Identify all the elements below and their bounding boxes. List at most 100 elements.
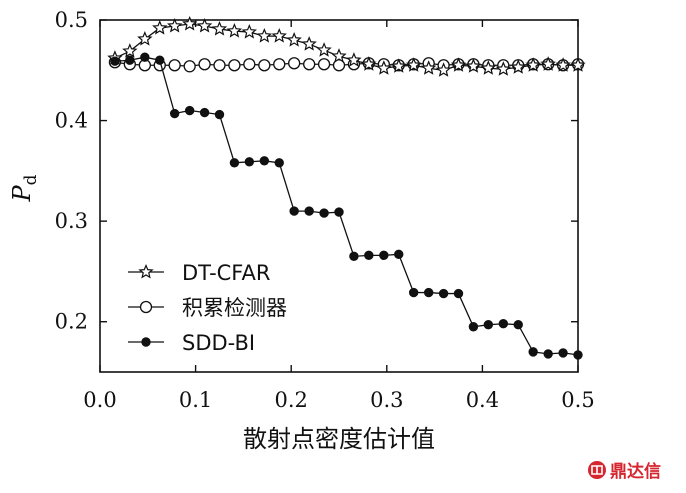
legend-marker bbox=[139, 300, 153, 314]
data-point bbox=[379, 250, 389, 261]
legend-item-3: SDD-BI bbox=[128, 331, 255, 355]
series-1 bbox=[107, 15, 586, 77]
data-point bbox=[303, 58, 316, 71]
x-tick-label: 0.1 bbox=[179, 388, 212, 412]
data-point bbox=[152, 19, 168, 35]
data-point bbox=[361, 56, 377, 71]
y-axis-title-subscript: d bbox=[21, 174, 41, 185]
x-tick-label: 0.5 bbox=[561, 388, 594, 412]
data-point bbox=[169, 108, 180, 119]
data-point bbox=[183, 60, 196, 73]
data-point bbox=[155, 55, 165, 65]
data-point bbox=[184, 105, 195, 116]
data-point bbox=[423, 287, 434, 298]
data-point bbox=[376, 60, 392, 75]
data-point bbox=[271, 28, 287, 43]
svg-text:Pd: Pd bbox=[8, 174, 41, 202]
x-tick-label: 0.4 bbox=[466, 388, 499, 412]
data-point bbox=[198, 58, 211, 71]
legend-item-1: DT-CFAR bbox=[128, 261, 270, 285]
data-point bbox=[182, 15, 198, 31]
series-3 bbox=[110, 52, 583, 360]
series-2 bbox=[108, 56, 585, 73]
data-point bbox=[168, 59, 181, 72]
data-point bbox=[316, 42, 332, 57]
data-point bbox=[468, 322, 479, 332]
watermark-badge-glyph bbox=[591, 465, 603, 475]
ticks-layer: 0.0 0.1 0.2 0.3 0.4 0.5 0.2 0.3 0.4 0.5 bbox=[55, 8, 595, 412]
data-point bbox=[570, 57, 586, 72]
data-point bbox=[214, 109, 225, 120]
data-point bbox=[140, 52, 150, 62]
y-axis-title-main: P bbox=[8, 185, 36, 203]
data-point bbox=[213, 59, 226, 72]
data-point bbox=[244, 157, 255, 167]
data-point bbox=[498, 319, 509, 329]
y-tick-label: 0.3 bbox=[55, 209, 88, 233]
data-point bbox=[241, 24, 257, 39]
data-point bbox=[391, 58, 407, 73]
data-point bbox=[573, 350, 583, 360]
data-point bbox=[543, 349, 553, 359]
data-point bbox=[319, 208, 329, 218]
data-point bbox=[243, 58, 256, 71]
data-point bbox=[122, 43, 138, 58]
data-point bbox=[229, 158, 240, 168]
data-point bbox=[555, 57, 571, 72]
data-point bbox=[304, 206, 314, 216]
y-axis-title: Pd bbox=[8, 174, 41, 202]
legend-label: SDD-BI bbox=[182, 331, 255, 355]
y-tick-label: 0.2 bbox=[55, 310, 88, 334]
data-point bbox=[513, 320, 523, 330]
data-point bbox=[125, 55, 135, 65]
legend-item-2: 积累检测器 bbox=[128, 296, 287, 320]
data-point bbox=[394, 249, 404, 260]
data-point bbox=[110, 56, 120, 66]
series-layer bbox=[107, 15, 586, 360]
data-point bbox=[480, 60, 496, 75]
data-point bbox=[331, 48, 347, 63]
plot-axes bbox=[99, 19, 579, 373]
data-point bbox=[483, 320, 494, 330]
data-point bbox=[301, 36, 317, 51]
data-point bbox=[408, 287, 419, 298]
data-point bbox=[349, 251, 359, 262]
data-point bbox=[286, 32, 302, 47]
data-point bbox=[450, 57, 467, 72]
watermark-logo: 鼎达信 bbox=[588, 461, 661, 482]
data-point bbox=[435, 62, 452, 77]
data-point bbox=[334, 207, 344, 217]
data-point bbox=[421, 60, 437, 75]
data-point bbox=[274, 158, 284, 168]
data-point bbox=[405, 57, 422, 72]
data-point bbox=[256, 28, 273, 43]
data-point bbox=[196, 17, 213, 33]
data-point bbox=[258, 59, 271, 72]
data-point bbox=[288, 57, 301, 70]
data-point bbox=[364, 250, 374, 261]
data-point bbox=[289, 206, 299, 216]
data-point bbox=[226, 22, 243, 38]
data-point bbox=[259, 156, 270, 166]
legend-marker bbox=[138, 263, 154, 279]
y-tick-label: 0.5 bbox=[55, 8, 88, 32]
data-point bbox=[273, 58, 286, 71]
data-point bbox=[495, 61, 512, 76]
x-tick-label: 0.2 bbox=[274, 388, 307, 412]
data-point bbox=[525, 57, 541, 72]
x-tick-label: 0.3 bbox=[370, 388, 403, 412]
data-point bbox=[137, 31, 153, 46]
data-point bbox=[199, 107, 210, 118]
legend-marker bbox=[141, 337, 151, 347]
data-point bbox=[540, 56, 556, 71]
data-point bbox=[211, 20, 228, 36]
data-point bbox=[228, 59, 241, 72]
x-axis-title: 散射点密度估计值 bbox=[243, 425, 435, 453]
legend: DT-CFAR 积累检测器 SDD-BI bbox=[128, 261, 287, 355]
legend-label: DT-CFAR bbox=[182, 261, 270, 285]
data-point bbox=[438, 288, 449, 299]
x-tick-label: 0.0 bbox=[83, 388, 116, 412]
data-point bbox=[166, 17, 183, 33]
data-point bbox=[528, 347, 538, 357]
